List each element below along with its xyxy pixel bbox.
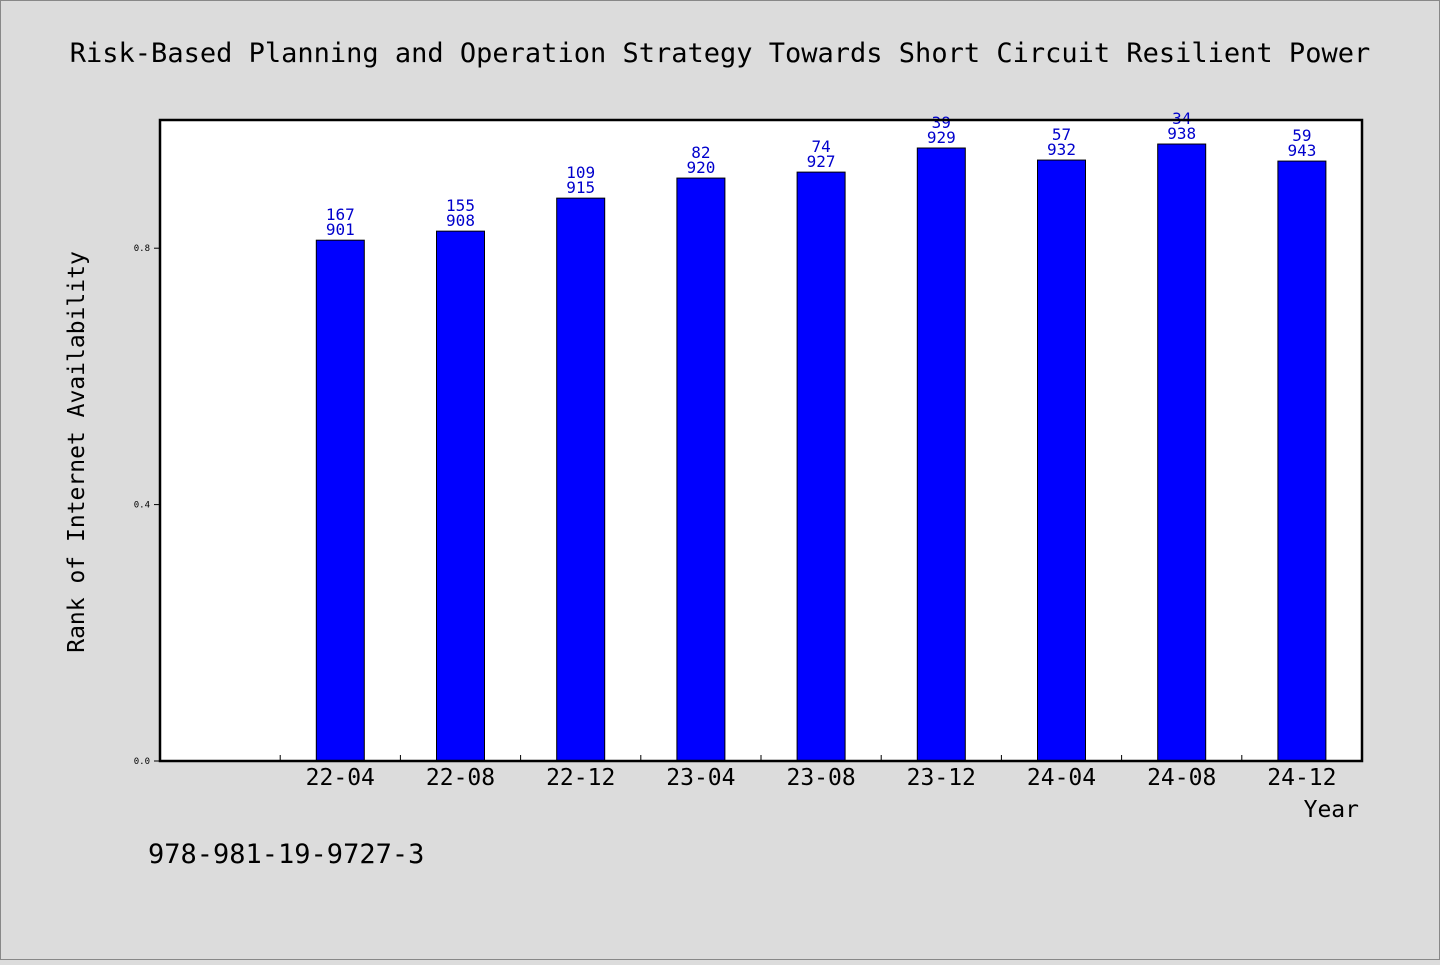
x-tick-label: 23-04 [666, 765, 735, 791]
bar-label-top: 74 [811, 137, 830, 156]
bar-24-12 [1277, 160, 1327, 762]
bar-label-top: 59 [1292, 126, 1311, 145]
x-tick-label: 24-04 [1027, 765, 1096, 791]
bar-label-top: 39 [932, 113, 951, 132]
x-tick-label: 22-12 [546, 765, 615, 791]
bar-label-top: 167 [326, 205, 355, 224]
x-tick-label: 23-12 [907, 765, 976, 791]
y-tick-label: 0.4 [134, 501, 150, 511]
x-tick-label: 23-08 [786, 765, 855, 791]
x-axis-label: Year [1304, 797, 1359, 823]
bar-label-top: 34 [1172, 109, 1191, 128]
bar-22-12 [556, 197, 606, 762]
bar-label-top: 82 [691, 143, 710, 162]
isbn-footer: 978-981-19-9727-3 [148, 839, 424, 870]
x-tick-label: 24-08 [1147, 765, 1216, 791]
bar-label-bottom: 932 [1047, 140, 1076, 159]
bar-label-bottom: 920 [686, 158, 715, 177]
x-tick-label: 22-08 [426, 765, 495, 791]
bar-label-bottom: 908 [446, 211, 475, 230]
chart-title: Risk-Based Planning and Operation Strate… [70, 38, 1370, 69]
bar-label-bottom: 915 [566, 178, 595, 197]
bar-label-bottom: 938 [1167, 124, 1196, 143]
bar-label-top: 155 [446, 196, 475, 215]
bar-label-bottom: 901 [326, 220, 355, 239]
plot-frame [158, 118, 1364, 763]
x-tick-label: 24-12 [1267, 765, 1336, 791]
bar-22-04 [315, 239, 365, 762]
y-tick-label: 0.8 [134, 244, 150, 254]
bar-24-08 [1157, 143, 1207, 762]
bar-23-12 [916, 147, 966, 762]
bar-23-04 [676, 177, 726, 762]
bar-23-08 [796, 171, 846, 762]
x-axis: 22-04 22-08 22-12 23-04 23-08 23-12 24-04 24-08… [279, 755, 1337, 791]
x-tick-label: 22-04 [306, 765, 375, 791]
bars-layer [315, 143, 1327, 762]
bar-label-bottom: 929 [927, 128, 956, 147]
bar-label-bottom: 927 [807, 152, 836, 171]
bar-label-top: 109 [566, 163, 595, 182]
bar-label-top: 57 [1052, 125, 1071, 144]
bar-24-04 [1037, 159, 1086, 762]
y-axis-label: Rank of Internet Availability [64, 251, 90, 653]
bar-label-bottom: 943 [1287, 141, 1316, 160]
y-tick-label: 0.0 [134, 757, 150, 767]
bar-22-08 [436, 230, 485, 762]
